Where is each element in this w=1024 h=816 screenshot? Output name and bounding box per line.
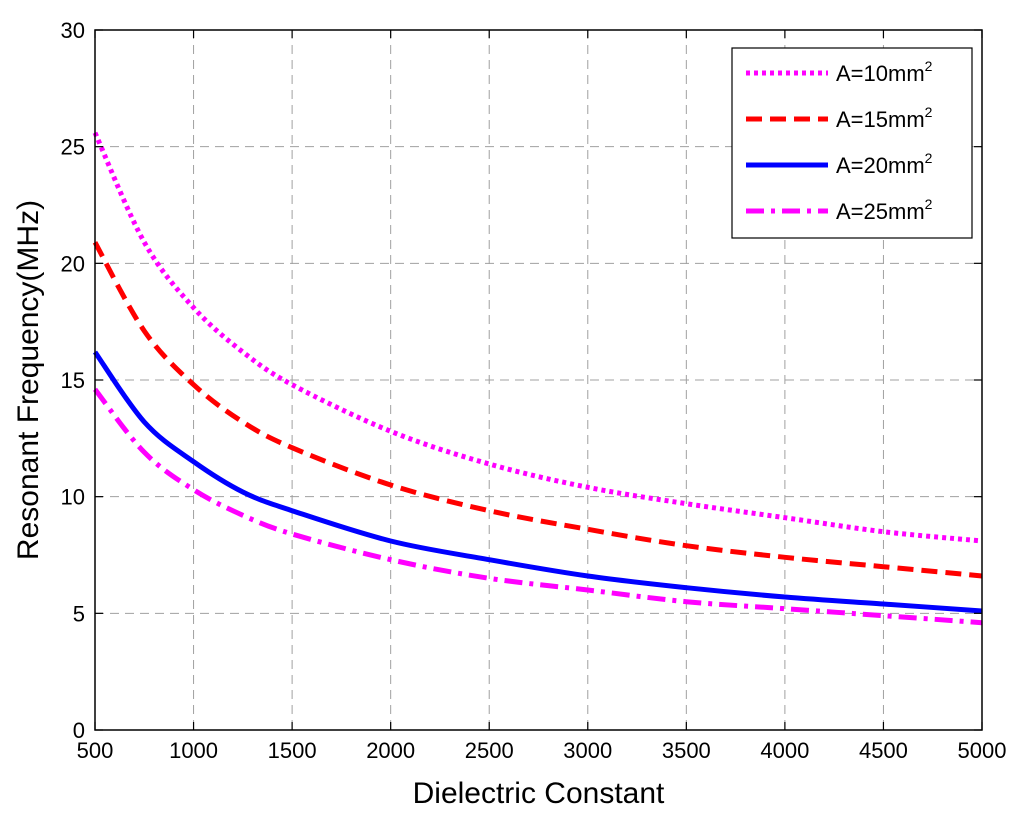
y-tick-label: 15 (61, 368, 85, 393)
legend-label-2: A=15mm2 (836, 104, 933, 132)
legend-label-superscript: 2 (925, 104, 933, 120)
x-tick-label: 2500 (465, 738, 514, 763)
legend-box (731, 47, 973, 239)
x-tick-label: 5000 (958, 738, 1007, 763)
series-line-1 (92, 131, 983, 544)
legend-label-text: A=20mm (836, 153, 925, 178)
x-tick-label: 2000 (366, 738, 415, 763)
x-tick-label: 3000 (563, 738, 612, 763)
series-group (92, 131, 983, 626)
legend-label-1: A=10mm2 (836, 58, 933, 86)
y-tick-label: 20 (61, 251, 85, 276)
y-tick-label: 10 (61, 485, 85, 510)
y-axis-label: Resonant Frequency(MHz) (12, 200, 45, 560)
legend-label-text: A=25mm (836, 199, 925, 224)
x-tick-label: 4500 (859, 738, 908, 763)
series-line-3 (92, 350, 983, 614)
series-line-4 (93, 387, 983, 626)
legend-label-4: A=25mm2 (836, 196, 933, 224)
tick-labels: 500 1000 1500 2000 2500 3000 3500 4000 4500 5000 0… (61, 18, 1007, 763)
x-tick-label: 1500 (268, 738, 317, 763)
x-axis-label: Dielectric Constant (413, 777, 665, 810)
legend-label-3: A=20mm2 (836, 150, 933, 178)
y-tick-label: 25 (61, 135, 85, 160)
legend-label-superscript: 2 (925, 196, 933, 212)
legend-label-text: A=15mm (836, 107, 925, 132)
series-line-2 (92, 241, 983, 579)
legend-label-superscript: 2 (925, 150, 933, 166)
x-tick-label: 500 (77, 738, 114, 763)
y-tick-label: 5 (73, 601, 85, 626)
legend-label-text: A=10mm (836, 61, 925, 86)
y-tick-label: 0 (73, 718, 85, 743)
x-tick-label: 1000 (169, 738, 218, 763)
x-tick-label: 3500 (662, 738, 711, 763)
x-tick-label: 4000 (760, 738, 809, 763)
legend-label-superscript: 2 (925, 58, 933, 74)
y-tick-label: 30 (61, 18, 85, 43)
